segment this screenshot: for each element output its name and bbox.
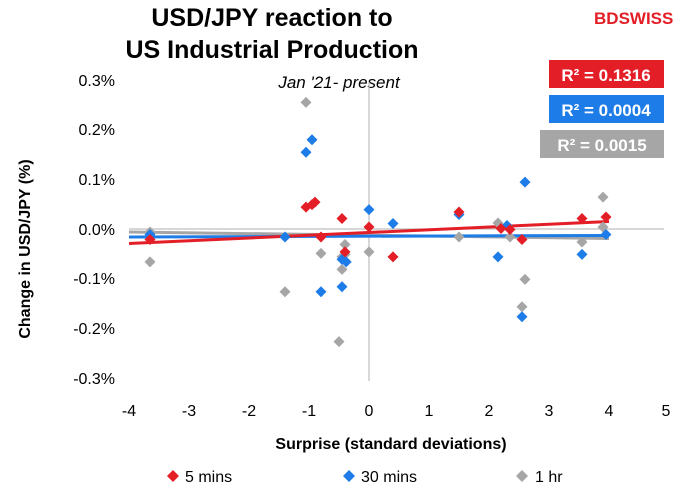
point-30-mins [306,134,318,146]
point-30-mins [279,231,291,243]
point-1-hr [576,236,588,248]
point-5-mins [576,213,588,225]
x-axis-title: Surprise (standard deviations) [275,436,506,453]
y-tick-labels: 0.3% 0.2% 0.1% 0.0% -0.1% -0.2% -0.3% [73,73,115,388]
legend-label-1hr: 1 hr [535,469,563,486]
legend-item-30min: 30 mins [343,469,417,486]
point-1-hr [519,273,531,285]
legend-marker-30min [343,470,355,482]
point-5-mins [315,231,327,243]
x-tick-labels: -4 -3 -2 -1 0 1 2 3 4 5 [122,403,671,420]
brand-suffix: SWISS [619,9,674,28]
point-5-mins [516,233,528,245]
r2-label-1hr: R² = 0.0015 [557,136,646,155]
chart-title-line2: US Industrial Production [125,36,418,64]
point-1-hr [597,191,609,203]
legend-label-30min: 30 mins [361,469,417,486]
point-30-mins [315,286,327,298]
legend-item-1hr: 1 hr [516,469,563,486]
point-1-hr [336,263,348,275]
legend-marker-1hr [516,470,528,482]
x-tick-label: 4 [605,403,614,420]
point-1-hr [144,256,156,268]
y-tick-label: 0.0% [79,222,115,239]
y-tick-label: -0.2% [73,321,115,338]
point-30-mins [300,146,312,158]
point-30-mins [576,248,588,260]
point-1-hr [300,96,312,108]
legend: 5 mins 30 mins 1 hr [167,469,563,486]
point-1-hr [279,286,291,298]
point-1-hr [516,301,528,313]
data-points [144,96,612,348]
point-5-mins [339,246,351,258]
r2-box-30min: R² = 0.0004 [549,95,664,123]
point-30-mins [336,281,348,293]
point-30-mins [340,256,352,268]
y-tick-label: -0.3% [73,371,115,388]
legend-item-5min: 5 mins [167,469,232,486]
legend-label-5min: 5 mins [185,469,232,486]
point-5-mins [504,224,516,235]
x-tick-label: 0 [365,403,374,420]
point-1-hr [453,231,465,243]
chart-subtitle: Jan '21- present [277,73,401,92]
point-5-mins [336,213,348,225]
point-1-hr [339,238,351,250]
r2-box-5min-bg [549,60,664,88]
r2-box-30min-bg [549,95,664,123]
point-1-hr [333,336,345,348]
x-tick-label: -1 [302,403,316,420]
point-5-mins [495,223,507,235]
point-30-mins [519,176,531,188]
y-tick-label: 0.1% [79,172,115,189]
point-1-hr [504,231,516,243]
r2-box-1hr-bg [540,130,664,158]
brand-logo: BDSWISS [594,9,673,28]
brand-prefix: BD [594,9,619,28]
point-30-mins [492,251,504,263]
y-tick-label: -0.1% [73,271,115,288]
r2-box-1hr: R² = 0.0015 [540,130,664,158]
point-5-mins [144,233,156,245]
y-tick-label: 0.2% [79,122,115,139]
x-tick-label: 3 [545,403,554,420]
brand-logo-text: BDSWISS [594,9,673,28]
x-tick-label: 2 [485,403,494,420]
point-5-mins [387,251,399,263]
point-30-mins [363,204,375,216]
x-tick-label: -2 [242,403,256,420]
x-tick-label: -3 [182,403,196,420]
point-30-mins [600,228,612,240]
y-axis-title: Change in USD/JPY (%) [17,159,34,338]
trendline-30-mins [128,233,610,239]
point-1-hr [363,246,375,258]
point-5-mins [363,221,375,233]
point-5-mins [453,206,465,218]
y-tick-label: 0.3% [79,73,115,90]
legend-marker-5min [167,470,179,482]
r2-label-5min: R² = 0.1316 [561,66,650,85]
point-5-mins [600,211,612,223]
r2-box-5min: R² = 0.1316 [549,60,664,88]
point-1-hr [315,247,327,259]
r2-label-30min: R² = 0.0004 [561,101,651,120]
x-tick-label: 1 [425,403,434,420]
point-30-mins [516,311,528,323]
x-tick-label: 5 [662,403,671,420]
point-30-mins [387,218,399,230]
point-5-mins [309,196,321,208]
chart-title-line1: USD/JPY reaction to [151,4,392,32]
x-tick-label: -4 [122,403,136,420]
